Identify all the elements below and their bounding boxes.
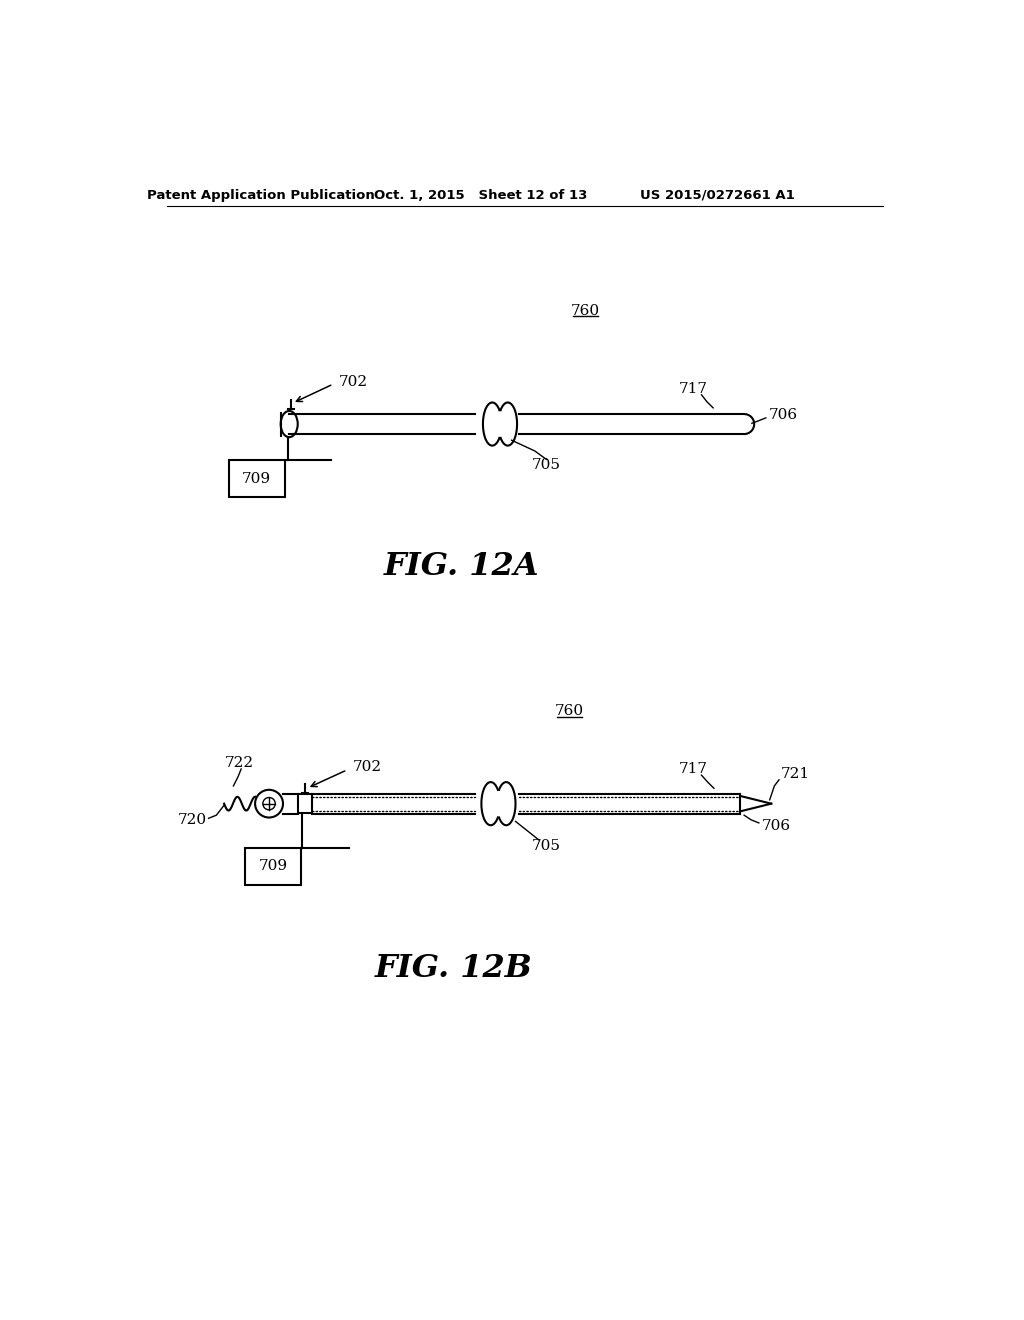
Bar [245,847,301,884]
Text: US 2015/0272661 A1: US 2015/0272661 A1 [640,189,795,202]
Text: 720: 720 [178,813,207,826]
Text: 705: 705 [532,458,561,471]
Text: 760: 760 [570,304,600,318]
Text: 717: 717 [679,762,709,776]
Bar [228,461,285,498]
Text: 709: 709 [258,859,288,873]
Text: 706: 706 [762,818,792,833]
Text: Patent Application Publication: Patent Application Publication [147,189,375,202]
Bar [298,795,311,813]
Text: 702: 702 [339,375,368,388]
Text: FIG. 12A: FIG. 12A [383,550,539,582]
Text: 709: 709 [242,471,271,486]
Text: 760: 760 [555,705,585,718]
Text: 702: 702 [352,760,382,775]
Text: 717: 717 [679,383,709,396]
Text: 721: 721 [780,767,810,781]
Text: FIG. 12B: FIG. 12B [375,953,532,983]
Text: Oct. 1, 2015   Sheet 12 of 13: Oct. 1, 2015 Sheet 12 of 13 [374,189,588,202]
Text: 722: 722 [225,756,254,770]
Text: 706: 706 [769,408,798,422]
Text: 705: 705 [532,840,561,853]
